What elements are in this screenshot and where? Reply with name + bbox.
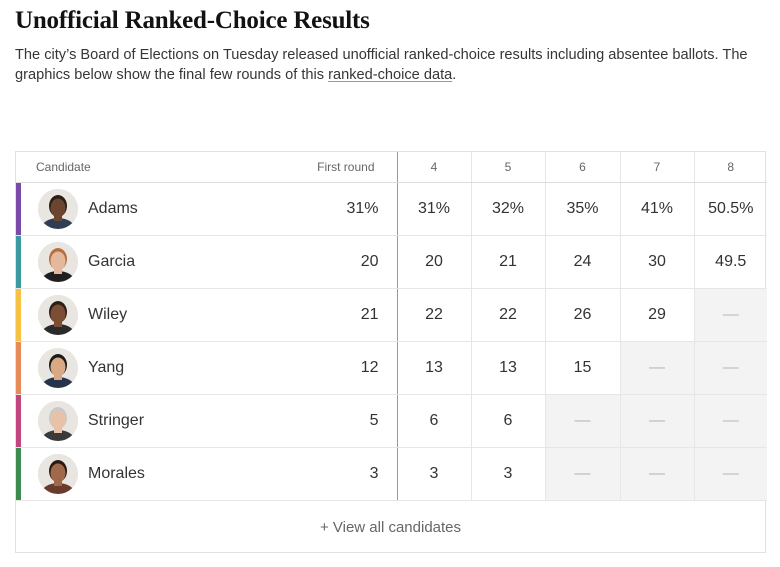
round-4-value: 22 [396,288,471,342]
header-round-4: 4 [396,152,471,183]
header-round-6: 6 [544,152,620,183]
candidate-color-bar [16,395,21,447]
candidate-avatar [38,242,78,282]
round-7-value: 30 [619,235,694,289]
candidate-name: Wiley [88,306,128,323]
first-round-value: 3 [243,447,398,501]
table-body: Adams 31% 31% 32% 35% 41% 50.5% Garcia 20 20 21 24 3… [16,182,767,501]
round-4-value: 20 [396,235,471,289]
candidate-avatar [38,401,78,441]
results-table: Candidate First round 4 5 6 7 8 Adams 31%… [16,152,767,501]
table-row: Yang 12 13 13 15— — [16,341,767,395]
page-title: Unofficial Ranked-Choice Results [15,7,370,34]
table-row: Adams 31% 31% 32% 35% 41% 50.5% [16,182,767,236]
candidate-name: Garcia [88,253,136,270]
round-5-value: 22 [470,288,545,342]
header-round-8: 8 [693,152,767,183]
round-5-value: 6 [470,394,545,448]
table-row: Stringer 5 6 6— — — [16,394,767,448]
table-row: Morales 3 3 3— — — [16,447,767,501]
round-7-value: — [619,447,694,501]
round-5-value: 3 [470,447,545,501]
candidate-avatar [38,348,78,388]
round-8-value: — [693,394,767,448]
candidate-avatar [38,295,78,335]
candidate-cell: Stringer [16,394,243,448]
candidate-color-bar [16,289,21,341]
round-6-value: 26 [544,288,620,342]
round-8-value: — [693,288,767,342]
candidate-color-bar [16,236,21,288]
candidate-name: Morales [88,465,145,482]
round-7-value: 29 [619,288,694,342]
candidate-name: Stringer [88,412,145,429]
round-6-value: — [544,447,620,501]
round-4-value: 3 [396,447,471,501]
candidate-cell: Yang [16,341,243,395]
candidate-avatar [38,189,78,229]
table-row: Wiley 21 22 22 26 29— [16,288,767,342]
first-round-value: 21 [243,288,398,342]
candidate-name: Adams [88,200,138,217]
first-round-value: 12 [243,341,398,395]
candidate-cell: Adams [16,182,243,236]
ranked-choice-data-link[interactable]: ranked-choice data [328,67,453,83]
candidate-avatar [38,454,78,494]
round-5-value: 13 [470,341,545,395]
subtitle-text: The city’s Board of Elections on Tuesday… [15,47,748,83]
round-5-value: 32% [470,182,545,236]
round-7-value: 41% [619,182,694,236]
subtitle-end: . [452,67,457,83]
view-all-candidates-button[interactable]: + View all candidates [319,519,462,536]
round-6-value: — [544,394,620,448]
first-round-value: 31% [243,182,398,236]
table-row: Garcia 20 20 21 24 30 49.5 [16,235,767,289]
round-6-value: 15 [544,341,620,395]
round-7-value: — [619,341,694,395]
round-4-value: 31% [396,182,471,236]
first-round-value: 20 [243,235,398,289]
table-header-row: Candidate First round 4 5 6 7 8 [16,152,767,183]
round-6-value: 35% [544,182,620,236]
results-table-card: Candidate First round 4 5 6 7 8 Adams 31%… [15,151,767,553]
candidate-color-bar [16,183,21,235]
page-subtitle: The city’s Board of Elections on Tuesday… [15,45,770,85]
round-8-value: 49.5 [693,235,767,289]
candidate-color-bar [16,342,21,394]
candidate-cell: Garcia [16,235,243,289]
round-8-value: 50.5% [693,182,767,236]
candidate-cell: Morales [16,447,243,501]
round-8-value: — [693,341,767,395]
candidate-cell: Wiley [16,288,243,342]
first-round-value: 5 [243,394,398,448]
header-round-5: 5 [470,152,545,183]
candidate-color-bar [16,448,21,500]
round-5-value: 21 [470,235,545,289]
candidate-name: Yang [88,359,125,376]
header-round-7: 7 [619,152,694,183]
header-first-round: First round [243,152,398,183]
round-6-value: 24 [544,235,620,289]
round-7-value: — [619,394,694,448]
round-8-value: — [693,447,767,501]
round-4-value: 6 [396,394,471,448]
round-4-value: 13 [396,341,471,395]
header-candidate: Candidate [16,152,243,183]
